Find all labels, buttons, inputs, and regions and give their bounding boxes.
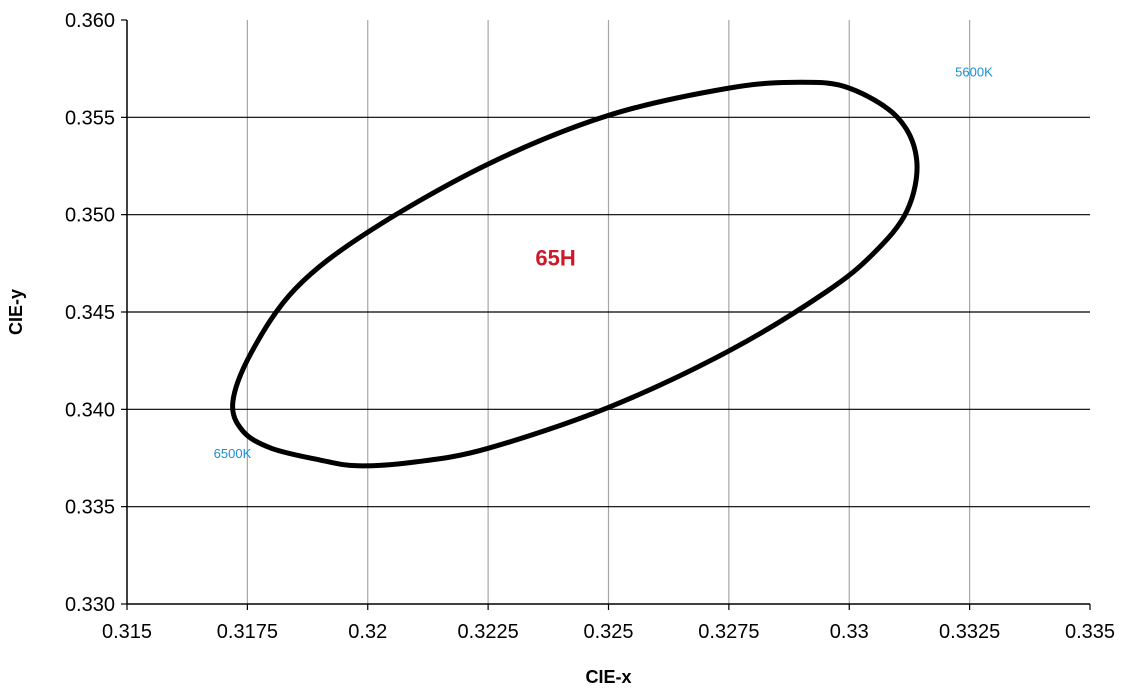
x-tick-label: 0.32 [348,621,387,643]
x-tick-label: 0.3225 [458,621,519,643]
x-tick-label: 0.325 [583,621,633,643]
ellipse-65h-outline [230,79,920,469]
region-label-65h: 65H [535,245,575,270]
y-tick-label: 0.360 [65,10,115,32]
x-tick-label: 0.335 [1065,621,1115,643]
cct-label-5600k: 5600K [955,64,993,79]
x-tick-label: 0.3175 [217,621,278,643]
x-axis-ticks: 0.315 0.3175 0.32 0.3225 0.325 0.3275 0.33 0.33… [102,604,1115,643]
x-tick-label: 0.3275 [698,621,759,643]
y-tick-label: 0.330 [65,594,115,616]
x-axis-title: CIE-x [585,667,631,687]
grid-lines [127,20,1090,604]
y-tick-label: 0.345 [65,302,115,324]
y-axis-title: CIE-y [6,289,26,335]
x-tick-label: 0.33 [830,621,869,643]
annotations: 65H 5600K 6500K [214,64,993,461]
cct-label-6500k: 6500K [214,446,252,461]
x-tick-label: 0.3325 [939,621,1000,643]
y-axis-ticks: 0.330 0.335 0.340 0.345 0.350 0.355 0.360 [65,10,127,616]
y-tick-label: 0.340 [65,399,115,421]
y-tick-label: 0.350 [65,205,115,227]
ellipse-series [230,79,920,469]
x-tick-label: 0.315 [102,621,152,643]
y-tick-label: 0.355 [65,107,115,129]
y-tick-label: 0.335 [65,497,115,519]
